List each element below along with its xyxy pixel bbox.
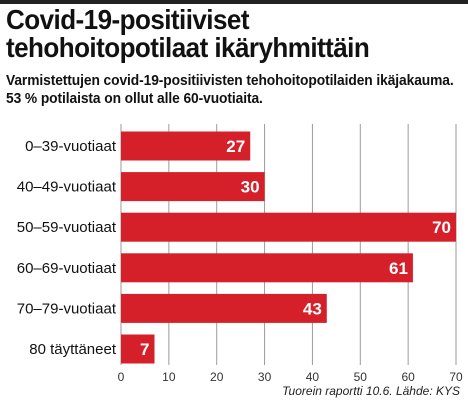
data-label: 43	[303, 299, 322, 318]
x-tick-label: 50	[354, 370, 368, 384]
data-label: 27	[226, 137, 245, 156]
data-label: 30	[241, 178, 260, 197]
x-tick-label: 10	[162, 370, 176, 384]
category-label: 0–39-vuotiaat	[25, 138, 117, 155]
top-rule	[0, 0, 468, 4]
category-label: 40–49-vuotiaat	[17, 179, 117, 196]
bar	[121, 212, 456, 242]
bar	[121, 253, 413, 283]
category-label: 70–79-vuotiaat	[17, 300, 117, 317]
title-line-2: tehohoitopotilaat ikäryhmittäin	[6, 32, 370, 63]
category-label: 50–59-vuotiaat	[17, 219, 117, 236]
chart-title: Covid-19-positiiviset tehohoitopotilaat …	[6, 6, 432, 62]
bar	[121, 172, 265, 202]
x-tick-label: 30	[258, 370, 272, 384]
x-tick-label: 60	[401, 370, 415, 384]
bar	[121, 131, 251, 161]
bar	[121, 334, 155, 364]
category-label: 60–69-vuotiaat	[17, 260, 117, 277]
x-tick-label: 0	[118, 370, 125, 384]
data-label: 61	[389, 259, 408, 278]
x-tick-label: 20	[210, 370, 224, 384]
x-tick-label: 40	[306, 370, 320, 384]
bar	[121, 293, 327, 323]
x-tick-label: 70	[449, 370, 463, 384]
data-label: 7	[140, 340, 149, 359]
category-label: 80 täyttäneet	[29, 341, 117, 358]
chart-subtitle: Varmistettujen covid-19-positiivisten te…	[6, 72, 454, 107]
data-label: 70	[432, 218, 451, 237]
source-note: Tuorein raportti 10.6. Lähde: KYS	[282, 384, 460, 398]
title-line-1: Covid-19-positiiviset	[6, 4, 250, 35]
